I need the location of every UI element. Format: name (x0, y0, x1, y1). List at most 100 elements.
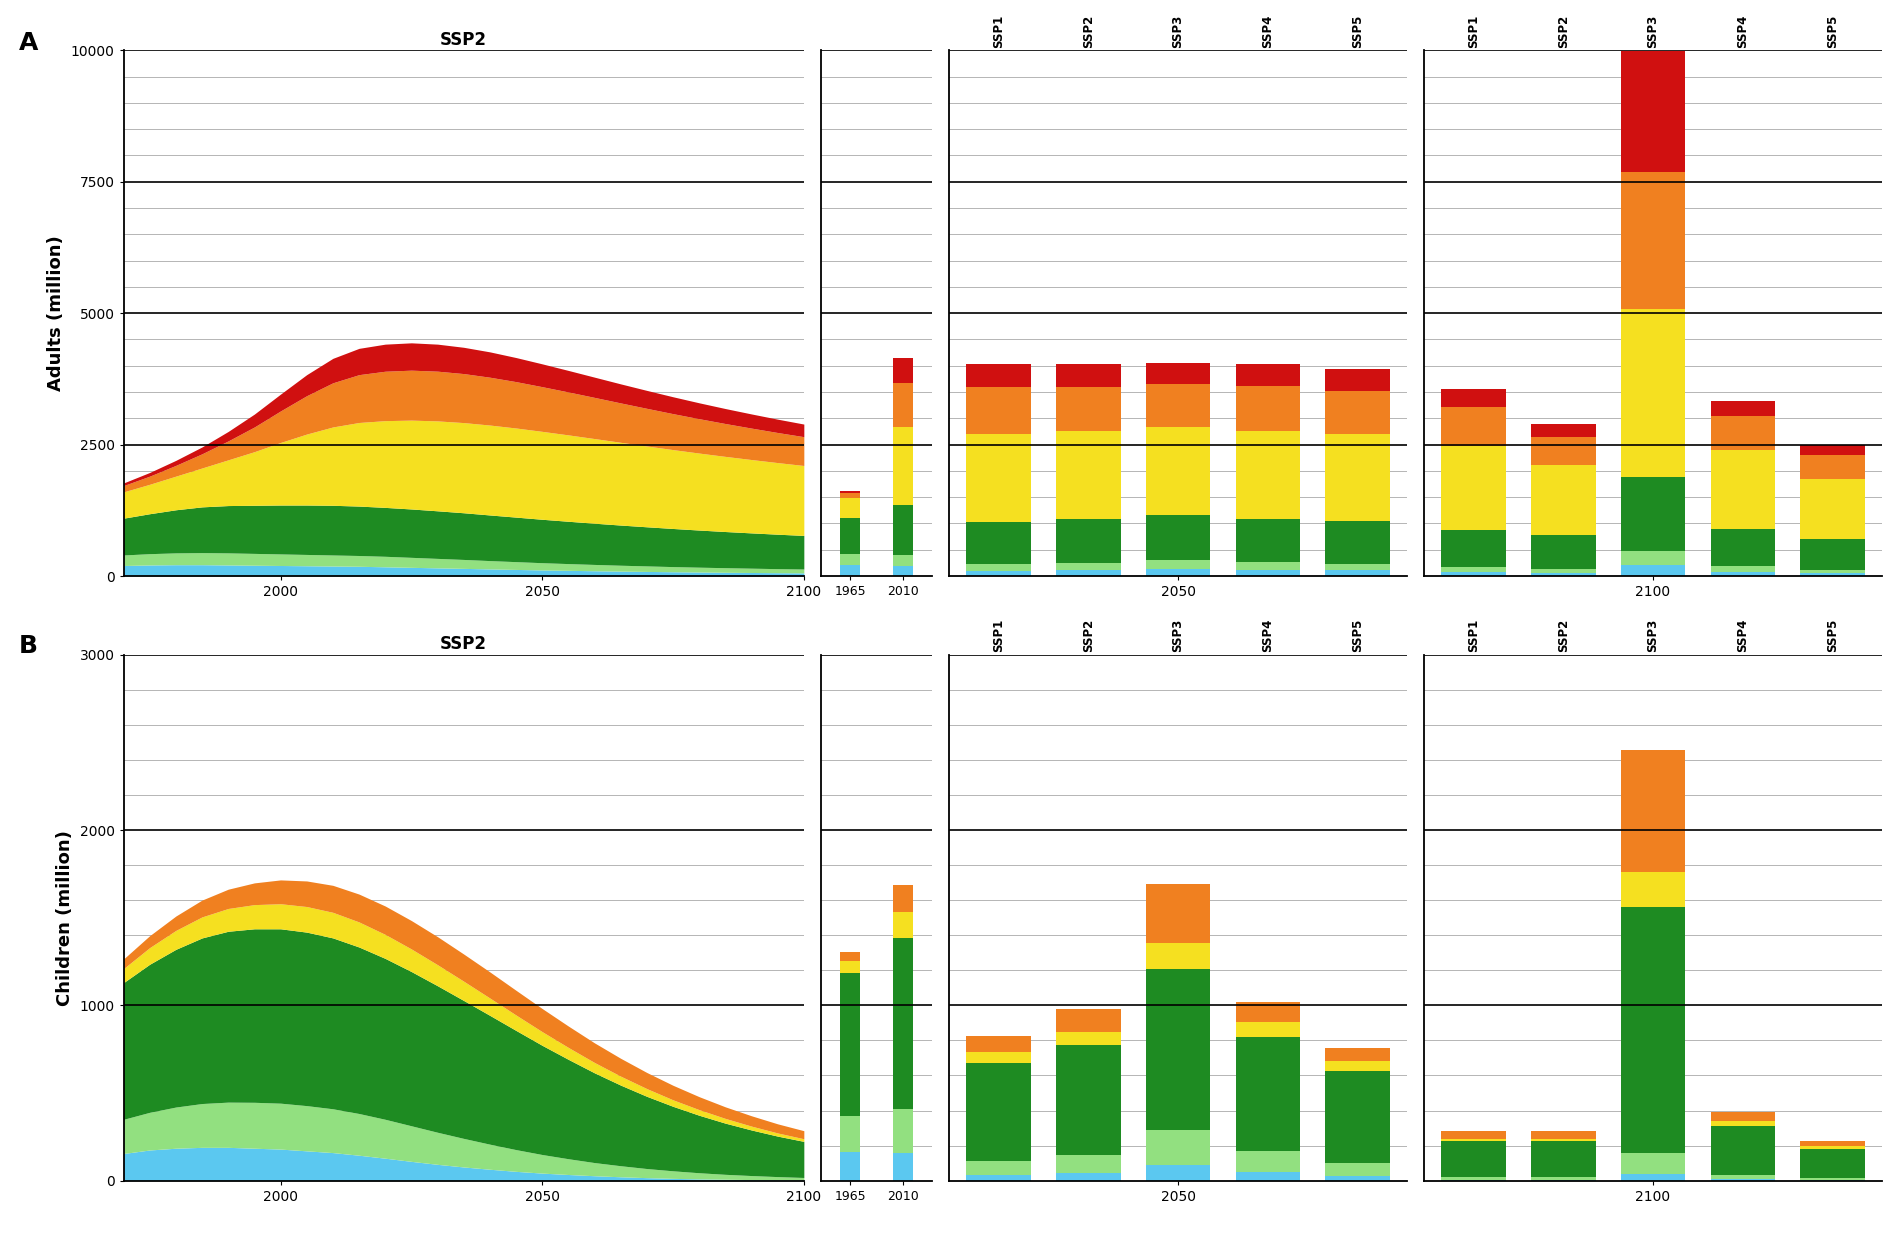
Bar (1146, 883, 1211, 943)
Bar (966, 1051, 1030, 1064)
Text: SSP1: SSP1 (992, 619, 1006, 652)
Bar (1622, 51, 1686, 172)
Bar (1711, 450, 1776, 529)
Bar (1711, 1112, 1776, 1122)
Bar (1800, 573, 1865, 577)
Bar (1800, 1142, 1865, 1147)
Text: SSP3: SSP3 (1646, 619, 1660, 652)
Text: SSP5: SSP5 (1352, 619, 1365, 652)
Bar (1800, 570, 1865, 573)
Bar (1325, 391, 1390, 433)
Bar (893, 1109, 912, 1153)
Bar (1711, 1176, 1776, 1179)
Bar (1057, 364, 1122, 387)
Bar (1146, 1164, 1211, 1181)
Bar (1530, 1177, 1595, 1179)
Y-axis label: Children (million): Children (million) (55, 830, 74, 1006)
Bar (1622, 872, 1686, 907)
Bar (893, 1153, 912, 1181)
Bar (1800, 479, 1865, 539)
Bar (1325, 564, 1390, 570)
Bar (1441, 571, 1506, 577)
Bar (1622, 309, 1686, 477)
Bar (1236, 570, 1300, 577)
Bar (1711, 1127, 1776, 1176)
Text: SSP5: SSP5 (1352, 14, 1365, 48)
Text: SSP2: SSP2 (1082, 619, 1095, 652)
Bar (1530, 425, 1595, 437)
Text: SSP4: SSP4 (1262, 14, 1274, 48)
Bar (966, 1036, 1030, 1051)
Bar (1236, 1037, 1300, 1152)
Bar (1325, 570, 1390, 577)
Bar (1800, 1148, 1865, 1178)
Bar (1441, 446, 1506, 530)
Bar (840, 519, 859, 554)
Text: SSP5: SSP5 (1827, 14, 1838, 48)
Bar (840, 1117, 859, 1152)
Bar (1441, 1142, 1506, 1177)
Bar (1236, 364, 1300, 387)
Bar (1530, 569, 1595, 573)
Bar (1530, 1142, 1595, 1177)
Bar (1711, 402, 1776, 416)
Bar (1325, 1061, 1390, 1071)
Bar (1236, 563, 1300, 570)
Bar (1146, 943, 1211, 968)
Bar (1057, 1154, 1122, 1173)
Text: SSP1: SSP1 (992, 14, 1006, 48)
Text: A: A (19, 31, 38, 55)
Bar (1622, 1173, 1686, 1181)
Bar (1441, 530, 1506, 566)
Bar (966, 364, 1030, 387)
Bar (1057, 570, 1122, 577)
Bar (1146, 569, 1211, 577)
Bar (1325, 433, 1390, 521)
Bar (1622, 1153, 1686, 1173)
Bar (1146, 968, 1211, 1130)
Bar (1325, 1071, 1390, 1163)
Bar (1800, 455, 1865, 479)
Bar (840, 1152, 859, 1181)
Bar (1146, 560, 1211, 569)
Bar (1236, 387, 1300, 431)
Bar (1622, 565, 1686, 577)
Bar (840, 499, 859, 519)
Bar (1441, 1177, 1506, 1179)
Bar (1622, 172, 1686, 309)
Bar (893, 358, 912, 383)
Bar (1711, 529, 1776, 566)
Bar (1057, 519, 1122, 563)
Bar (893, 912, 912, 938)
Y-axis label: Adults (million): Adults (million) (48, 235, 65, 391)
Bar (1325, 369, 1390, 391)
Bar (1711, 1179, 1776, 1181)
Title: SSP2: SSP2 (441, 30, 487, 49)
Bar (1530, 1130, 1595, 1139)
Bar (1057, 1031, 1122, 1045)
Bar (966, 570, 1030, 577)
Bar (966, 435, 1030, 522)
Bar (1236, 1152, 1300, 1172)
Bar (1711, 571, 1776, 577)
Bar (1236, 431, 1300, 519)
Text: SSP3: SSP3 (1646, 14, 1660, 48)
Bar (1441, 1130, 1506, 1139)
Bar (840, 961, 859, 973)
Bar (893, 566, 912, 577)
Bar (1711, 416, 1776, 450)
Bar (840, 554, 859, 565)
Bar (1441, 407, 1506, 446)
Text: SSP1: SSP1 (1468, 14, 1481, 48)
Bar (893, 885, 912, 912)
Bar (1441, 1139, 1506, 1142)
Title: SSP2: SSP2 (441, 636, 487, 653)
Text: SSP2: SSP2 (1557, 14, 1570, 48)
Bar (1146, 427, 1211, 515)
Bar (1441, 389, 1506, 407)
Bar (1236, 519, 1300, 563)
Text: SSP3: SSP3 (1171, 619, 1184, 652)
Bar (840, 491, 859, 492)
Bar (966, 1162, 1030, 1176)
Bar (1146, 1130, 1211, 1164)
